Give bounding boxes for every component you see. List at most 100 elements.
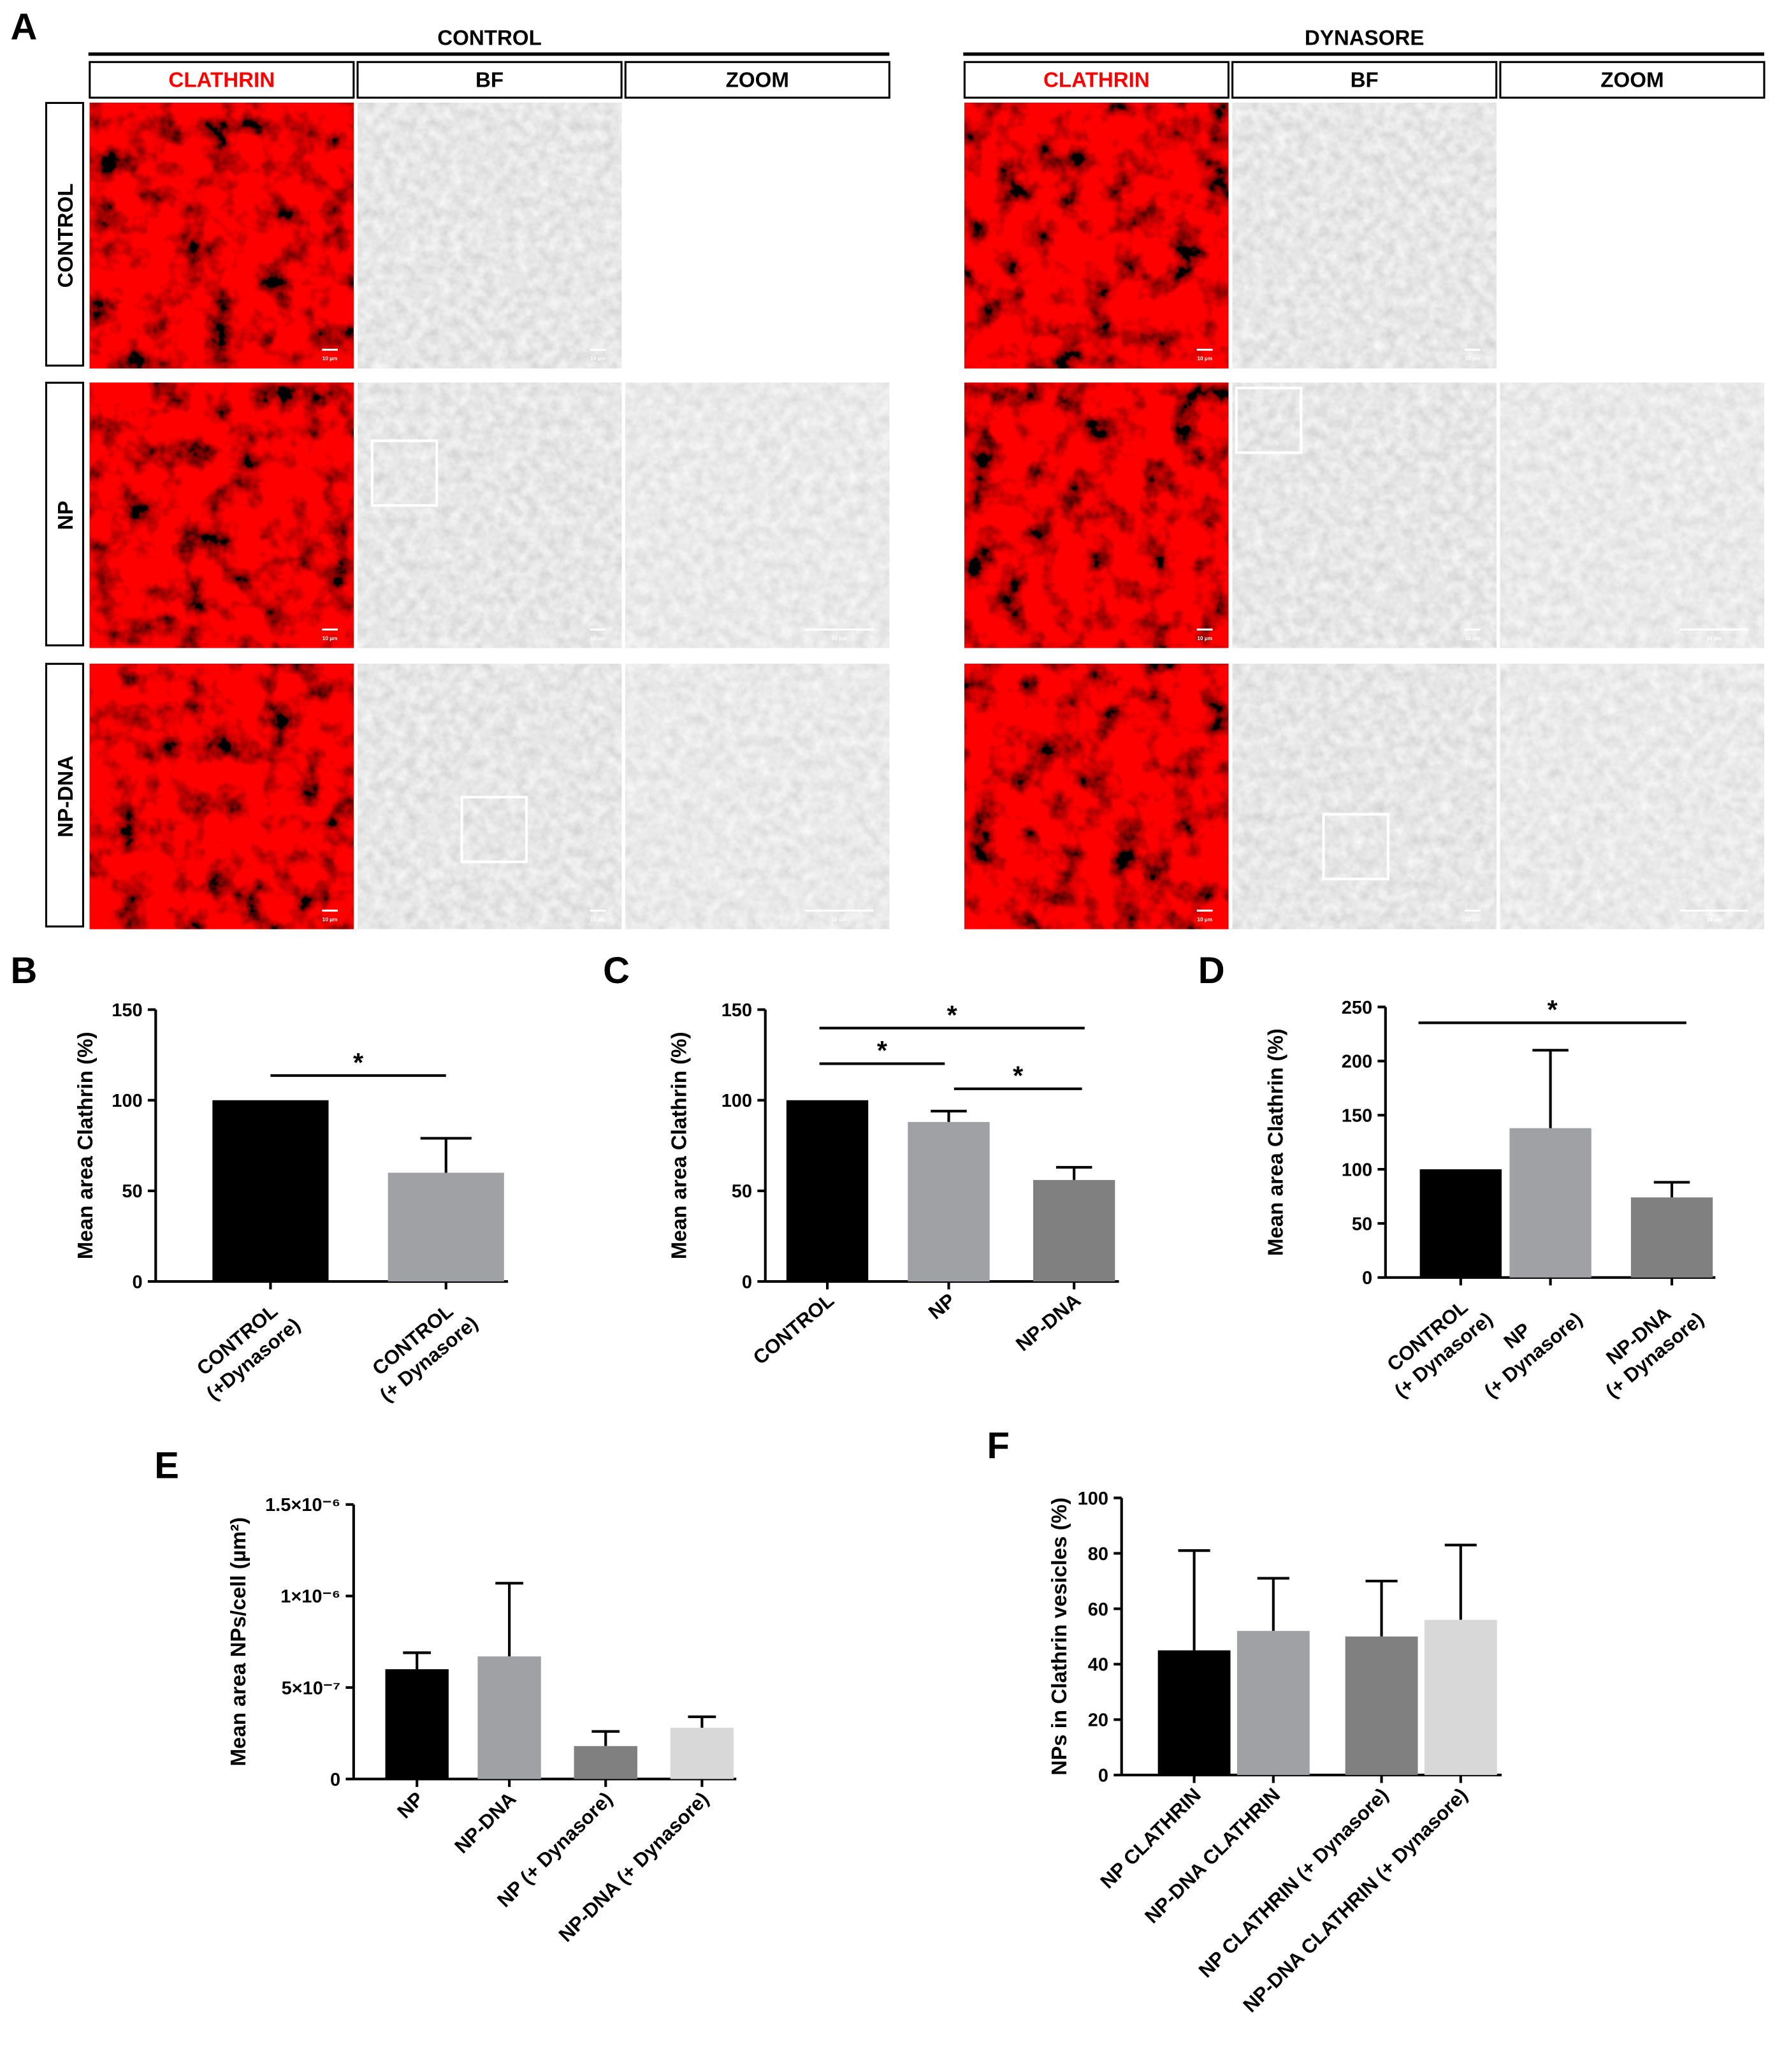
x-tick-label: (+ Dynasore)	[1480, 1308, 1586, 1402]
x-tick-label: NP-DNA	[450, 1788, 520, 1858]
scale-bar-label: 10 µm	[590, 636, 606, 641]
y-axis-label: Mean area NPs/cell (µm²)	[227, 1517, 250, 1767]
bar	[908, 1121, 990, 1282]
scale-bar-label: 10 µm	[1706, 636, 1722, 641]
x-tick-label-group: NP(+ Dynasore)	[1480, 1308, 1586, 1402]
y-tick-label: 250	[1342, 998, 1372, 1018]
bar	[574, 1746, 637, 1779]
bar	[1345, 1636, 1418, 1776]
y-tick-label: 150	[722, 1000, 752, 1021]
group-title: DYNASORE	[1305, 26, 1425, 50]
panel-letter: C	[603, 951, 630, 991]
column-header: CLATHRIN	[168, 69, 275, 92]
column-header-box	[89, 61, 355, 99]
significance-star: *	[877, 1036, 888, 1065]
brightfield-image	[1232, 664, 1497, 930]
clathrin-image	[89, 664, 354, 930]
clathrin-image	[964, 383, 1229, 648]
y-axis-label: NPs in Clathrin vesicles (%)	[1048, 1498, 1071, 1776]
y-tick-label: 150	[112, 1000, 142, 1021]
error-bar	[1055, 1165, 1092, 1180]
significance-star: *	[353, 1048, 364, 1077]
column-header-box	[1499, 61, 1766, 99]
error-bar	[1444, 1543, 1477, 1620]
y-tick-label: 100	[722, 1091, 752, 1111]
scale-bar-label: 10 µm	[323, 356, 338, 361]
column-header: BF	[1351, 69, 1379, 92]
panel-letter: A	[11, 7, 38, 48]
panel-letter: D	[1198, 951, 1225, 991]
error-bar	[1257, 1577, 1289, 1631]
scale-bar-label: 10 µm	[1197, 356, 1212, 361]
y-tick-label: 60	[1088, 1600, 1108, 1620]
bar	[388, 1172, 504, 1282]
scale-bar-label: 10 µm	[1465, 636, 1481, 641]
y-tick-label: 0	[1098, 1766, 1108, 1786]
y-tick-label: 0	[742, 1272, 752, 1292]
error-bar	[403, 1651, 431, 1670]
bar	[385, 1669, 449, 1779]
clathrin-image	[89, 103, 354, 368]
brightfield-image	[1232, 383, 1497, 648]
bar	[670, 1728, 734, 1779]
y-tick-label: 50	[122, 1181, 142, 1202]
scale-bar-label: 10 µm	[1706, 917, 1722, 923]
brightfield-image	[625, 383, 890, 648]
clathrin-image	[964, 664, 1229, 930]
zoom-inset	[1235, 386, 1303, 455]
bar	[1419, 1169, 1502, 1278]
bar	[1157, 1650, 1231, 1776]
bar	[1424, 1619, 1497, 1776]
column-header-box	[356, 61, 623, 99]
bar	[1509, 1128, 1592, 1278]
error-bar	[591, 1730, 620, 1746]
scale-bar-label: 10 µm	[832, 636, 847, 641]
y-tick-label: 80	[1088, 1544, 1108, 1565]
brightfield-image	[625, 664, 890, 930]
error-bar	[1532, 1049, 1569, 1128]
y-tick-label: 40	[1088, 1655, 1108, 1675]
zoom-inset	[460, 796, 528, 863]
brightfield-image	[1500, 383, 1764, 648]
brightfield-image	[1500, 664, 1764, 930]
x-tick-label-group: CONTROL(+Dynasore)	[192, 1300, 305, 1404]
brightfield-image	[358, 383, 622, 648]
error-bar	[688, 1715, 716, 1728]
y-tick-label: 1.5×10⁻⁶	[265, 1495, 340, 1515]
group-title: CONTROL	[437, 26, 542, 50]
panel-letter: E	[154, 1445, 179, 1486]
y-tick-label: 100	[1342, 1160, 1372, 1180]
zoom-inset	[370, 439, 439, 507]
column-header-box	[963, 61, 1229, 99]
bar	[1630, 1197, 1713, 1278]
scale-bar-label: 10 µm	[1465, 356, 1481, 361]
clathrin-image	[89, 383, 354, 648]
bar	[477, 1656, 541, 1779]
error-bar	[420, 1137, 472, 1173]
y-tick-label: 100	[1078, 1489, 1108, 1509]
y-tick-label: 150	[1342, 1106, 1372, 1127]
y-axis-label: Mean area Clathrin (%)	[668, 1032, 692, 1259]
row-header: NP	[54, 500, 78, 530]
x-tick-label-group: CONTROL(+ Dynasore)	[1382, 1295, 1497, 1402]
y-tick-label: 0	[330, 1770, 340, 1790]
y-tick-label: 20	[1088, 1711, 1108, 1731]
scale-bar-label: 10 µm	[1465, 917, 1481, 923]
y-tick-label: 50	[732, 1181, 752, 1202]
y-tick-label: 5×10⁻⁷	[282, 1678, 341, 1698]
y-tick-label: 0	[132, 1272, 142, 1292]
y-tick-label: 200	[1342, 1052, 1372, 1072]
scale-bar-label: 10 µm	[1197, 636, 1212, 641]
column-header-box	[1231, 61, 1498, 99]
column-header: BF	[475, 69, 504, 92]
row-header: CONTROL	[54, 184, 78, 288]
zoom-inset	[1322, 813, 1389, 880]
clathrin-image	[964, 103, 1229, 368]
y-tick-label: 0	[1362, 1268, 1372, 1288]
x-tick-label-group: NP-DNA(+ Dynasore)	[1601, 1302, 1708, 1402]
error-bar	[931, 1109, 967, 1122]
scale-bar-label: 10 µm	[590, 917, 606, 923]
column-header: ZOOM	[1600, 69, 1664, 92]
